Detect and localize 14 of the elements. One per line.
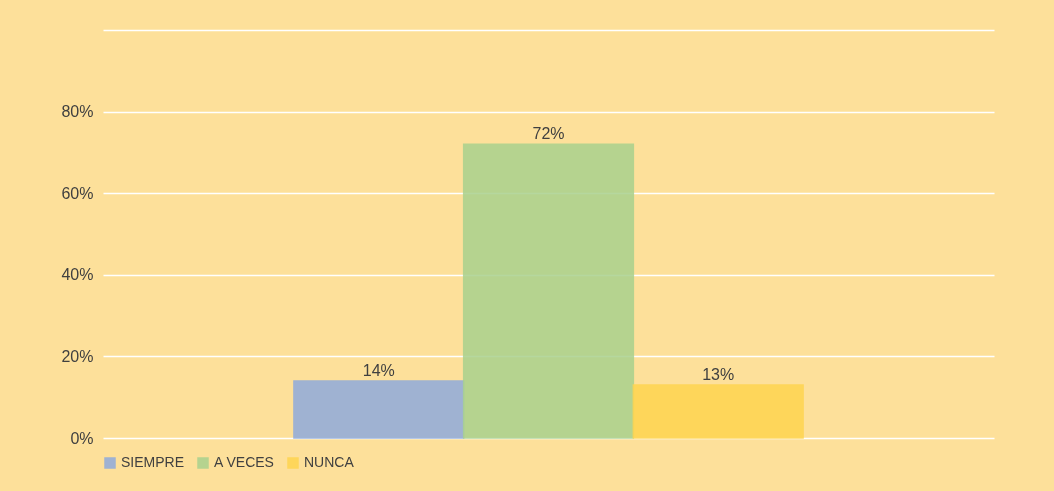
bar xyxy=(293,380,465,439)
data-label: 14% xyxy=(362,361,395,379)
bar xyxy=(462,143,635,439)
bar xyxy=(632,384,804,439)
legend-label: NUNCA xyxy=(304,454,355,470)
y-tick-label: 60% xyxy=(61,184,94,202)
legend-label: SIEMPRE xyxy=(121,454,185,470)
y-tick-label: 40% xyxy=(61,266,94,284)
legend-label: A VECES xyxy=(214,454,274,470)
data-label: 72% xyxy=(532,125,565,143)
y-tick-label: 20% xyxy=(61,347,94,365)
data-label: 13% xyxy=(702,365,735,383)
y-tick-label: 80% xyxy=(61,103,94,121)
y-tick-label: 0% xyxy=(70,429,94,447)
